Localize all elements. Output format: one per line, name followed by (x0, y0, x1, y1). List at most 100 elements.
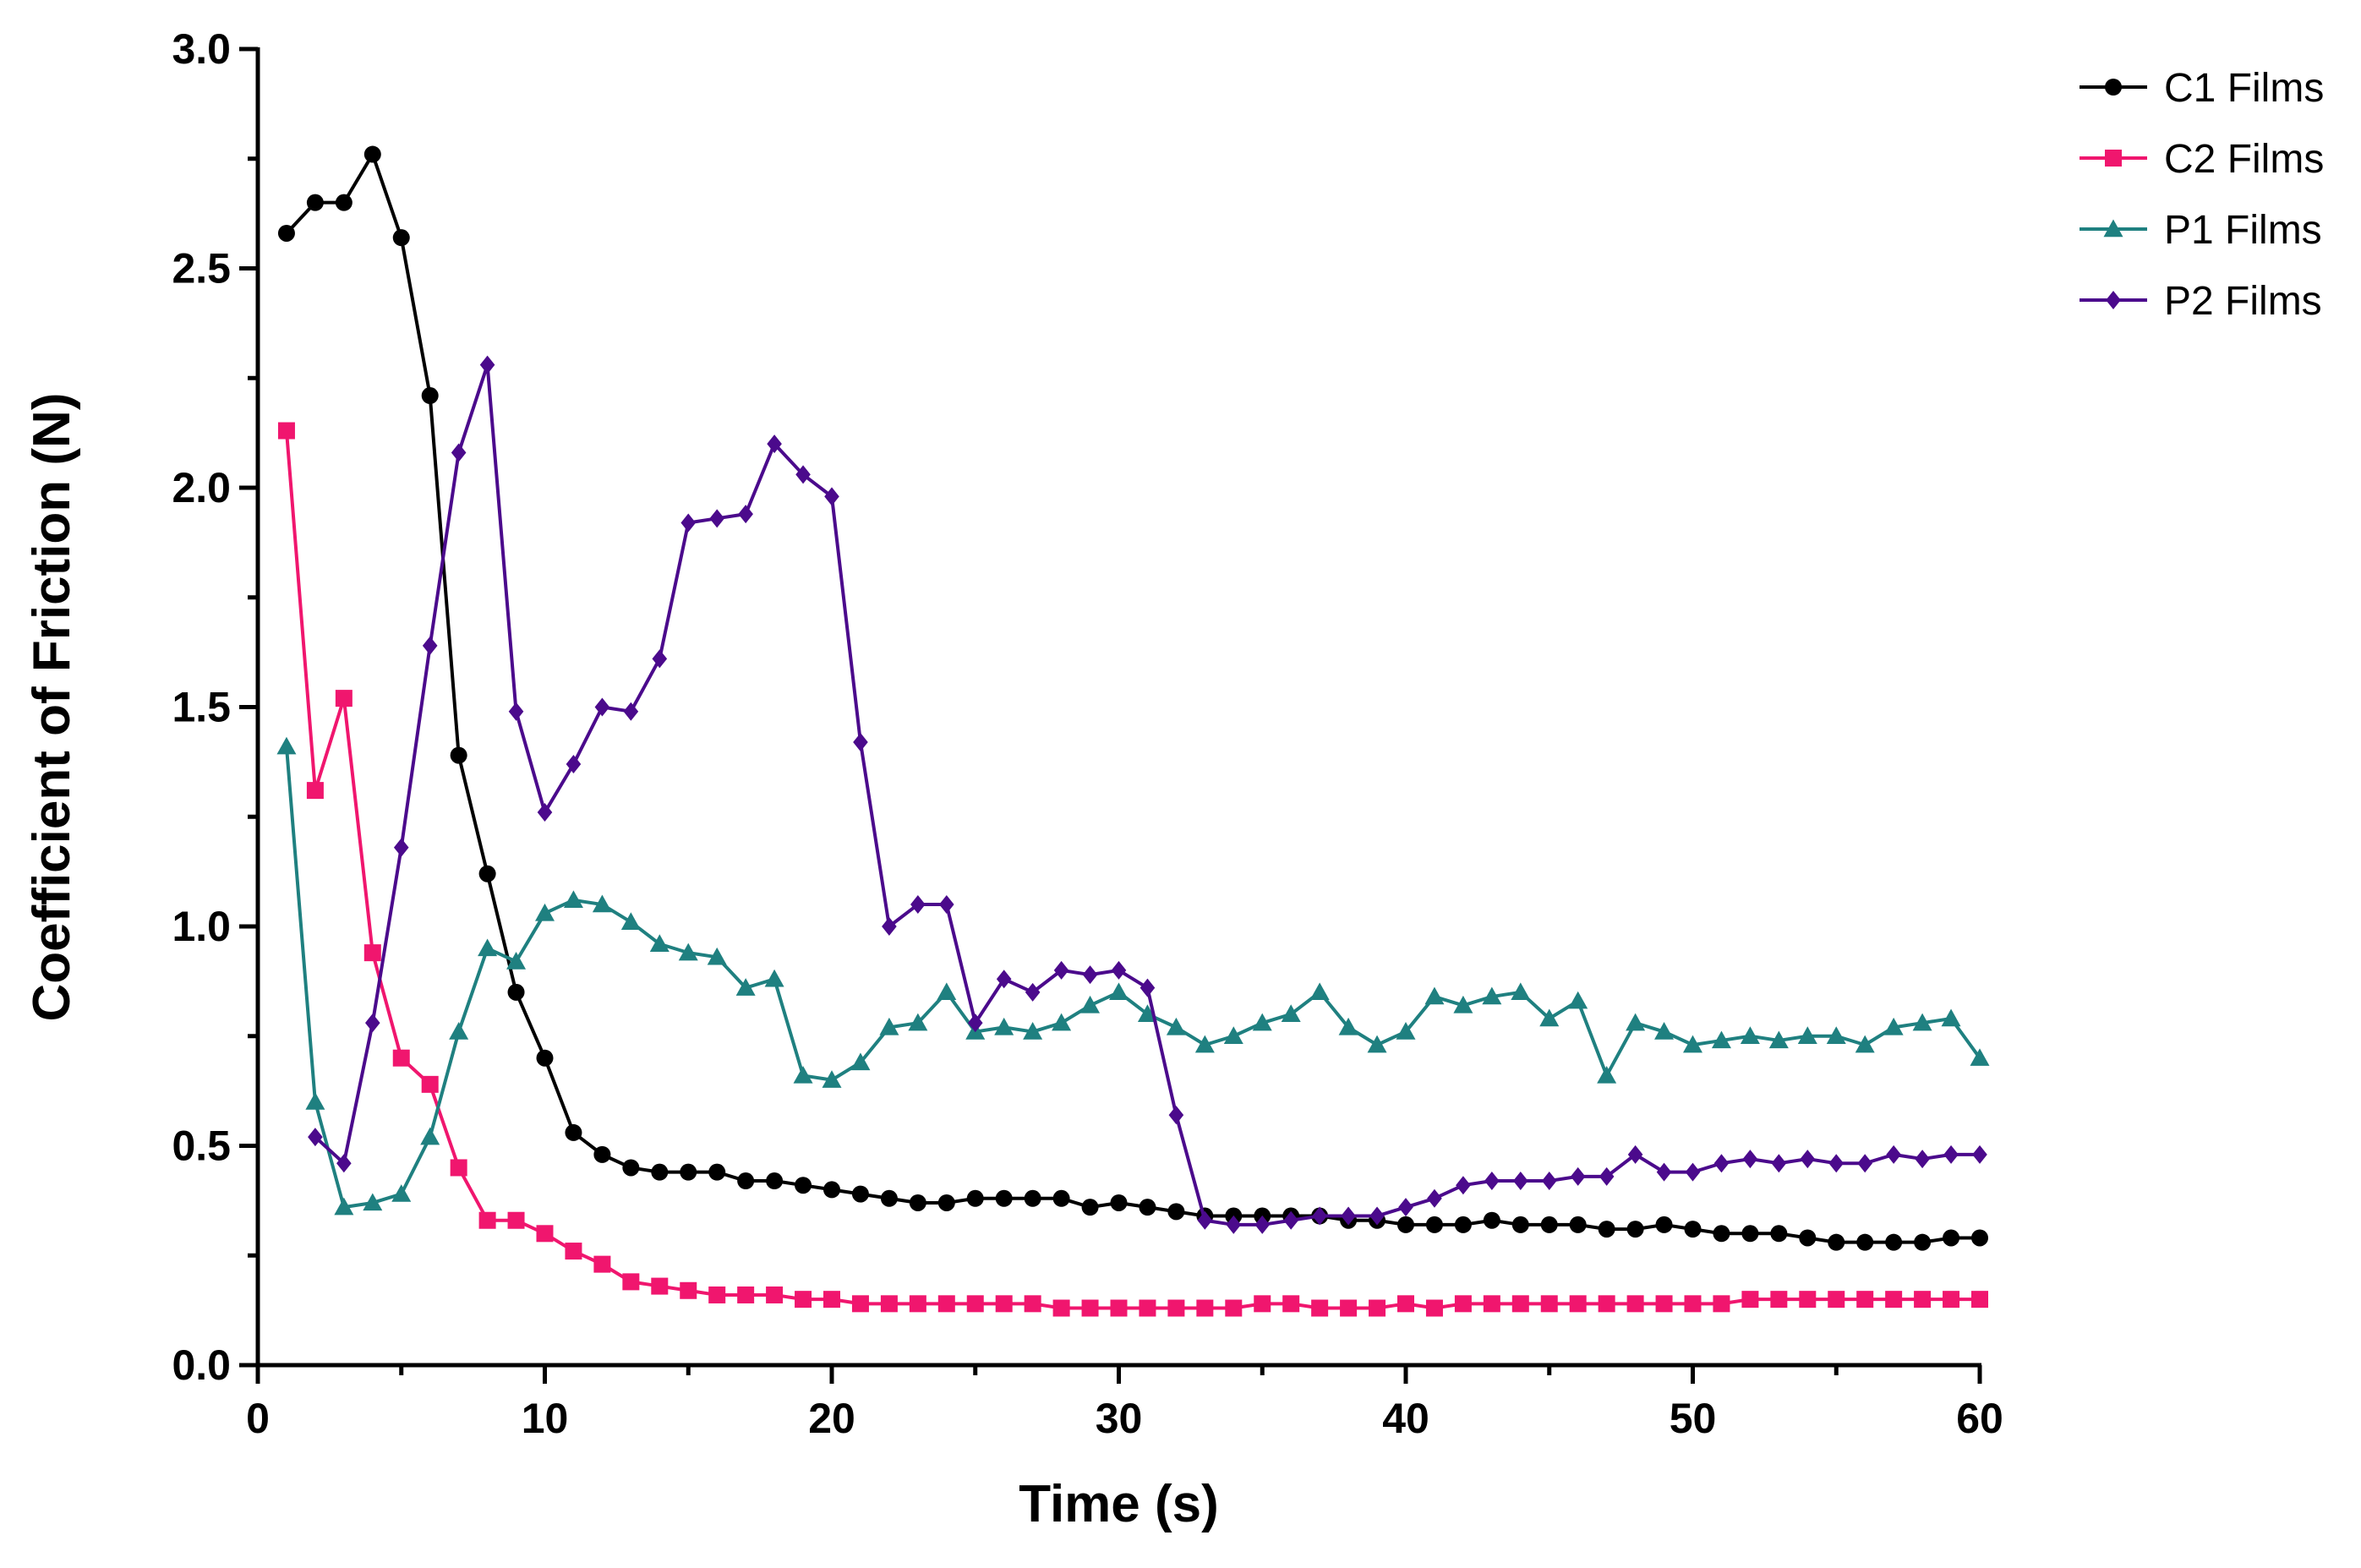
data-point (1309, 982, 1330, 1001)
data-point (363, 145, 381, 163)
data-point (1080, 995, 1101, 1013)
data-point (1082, 965, 1098, 985)
data-point (478, 865, 496, 882)
data-point (1052, 1299, 1070, 1317)
x-tick-label: 50 (1670, 1395, 1717, 1442)
legend-marker (2106, 291, 2121, 309)
data-point (565, 1123, 582, 1141)
data-point (363, 944, 381, 962)
data-point (1599, 1166, 1615, 1186)
series-c2-films (277, 422, 1988, 1317)
data-point (651, 1163, 669, 1181)
data-point (1684, 1295, 1702, 1313)
data-point (1111, 960, 1127, 980)
data-point (766, 1286, 784, 1303)
data-point (1367, 1035, 1387, 1053)
data-point (507, 983, 525, 1001)
data-point (995, 1295, 1013, 1313)
data-point (1140, 978, 1156, 997)
data-point (738, 505, 753, 524)
y-tick-label: 0.5 (172, 1123, 231, 1170)
data-point (1025, 982, 1041, 1002)
data-point (334, 1197, 354, 1216)
legend-item: C2 Films (2080, 137, 2324, 182)
data-point (1627, 1145, 1643, 1164)
data-point (823, 1181, 840, 1199)
x-tick-label: 0 (246, 1395, 270, 1442)
data-point (335, 690, 353, 708)
data-point (1541, 1172, 1557, 1191)
y-tick-label: 2.5 (172, 245, 231, 292)
data-point (1713, 1225, 1730, 1243)
data-point (766, 1172, 784, 1190)
data-point (737, 1172, 755, 1190)
legend-marker (2103, 219, 2123, 238)
data-point (651, 1277, 669, 1295)
data-point (708, 1163, 726, 1181)
data-point (1081, 1199, 1099, 1216)
data-point (1971, 1291, 1988, 1308)
data-point (1768, 1030, 1789, 1049)
series-group (276, 145, 1990, 1317)
y-tick-label: 1.0 (172, 903, 231, 950)
series-c1-films (277, 145, 1988, 1251)
data-point (421, 1075, 439, 1093)
data-point (1484, 1172, 1500, 1191)
data-point (851, 1185, 869, 1203)
data-point (939, 895, 954, 915)
y-tick-label: 1.5 (172, 684, 231, 731)
data-point (1941, 1008, 1961, 1027)
x-tick-label: 20 (808, 1395, 855, 1442)
data-point (1511, 982, 1531, 1001)
data-point (795, 1177, 812, 1194)
legend-label: P1 Films (2164, 208, 2322, 253)
series-line (284, 430, 1980, 1310)
series-p1-films (276, 736, 1990, 1216)
data-point (1971, 1229, 1988, 1247)
data-point (1052, 1013, 1072, 1031)
data-point (966, 1189, 984, 1207)
data-point (1797, 1026, 1817, 1044)
data-point (1024, 1189, 1041, 1207)
data-point (478, 938, 498, 957)
data-point (880, 1295, 898, 1313)
data-point (1800, 1150, 1816, 1169)
data-point (822, 1070, 842, 1088)
data-point (1799, 1291, 1817, 1308)
data-point (1626, 1221, 1644, 1238)
data-point (652, 649, 668, 669)
data-point (1427, 1188, 1442, 1208)
data-point (622, 1159, 640, 1177)
data-point (536, 1049, 554, 1067)
legend-label: C2 Films (2164, 137, 2324, 182)
data-point (1799, 1229, 1817, 1247)
data-point (1885, 1291, 1903, 1308)
data-point (795, 1291, 812, 1308)
data-point (592, 894, 612, 913)
data-point (478, 1211, 496, 1229)
data-point (1914, 1233, 1932, 1251)
data-point (1741, 1291, 1759, 1308)
data-point (1828, 1154, 1845, 1173)
data-point (1283, 1210, 1298, 1230)
data-point (909, 1194, 926, 1211)
data-point (363, 1193, 383, 1211)
data-point (593, 1255, 611, 1273)
data-point (1167, 1203, 1185, 1221)
x-tick-label: 40 (1382, 1395, 1429, 1442)
data-point (421, 387, 439, 405)
data-point (1282, 1295, 1300, 1313)
data-point (335, 194, 353, 211)
data-point (737, 1286, 755, 1303)
data-point (1741, 1225, 1759, 1243)
data-point (391, 1184, 412, 1202)
data-point (535, 903, 555, 921)
data-point (1626, 1295, 1644, 1313)
data-point (393, 838, 409, 857)
data-point (1425, 1299, 1443, 1317)
x-tick-label: 10 (522, 1395, 569, 1442)
data-point (1656, 1162, 1672, 1182)
data-point (1713, 1295, 1730, 1313)
data-point (563, 890, 583, 909)
data-point (1023, 1022, 1043, 1040)
